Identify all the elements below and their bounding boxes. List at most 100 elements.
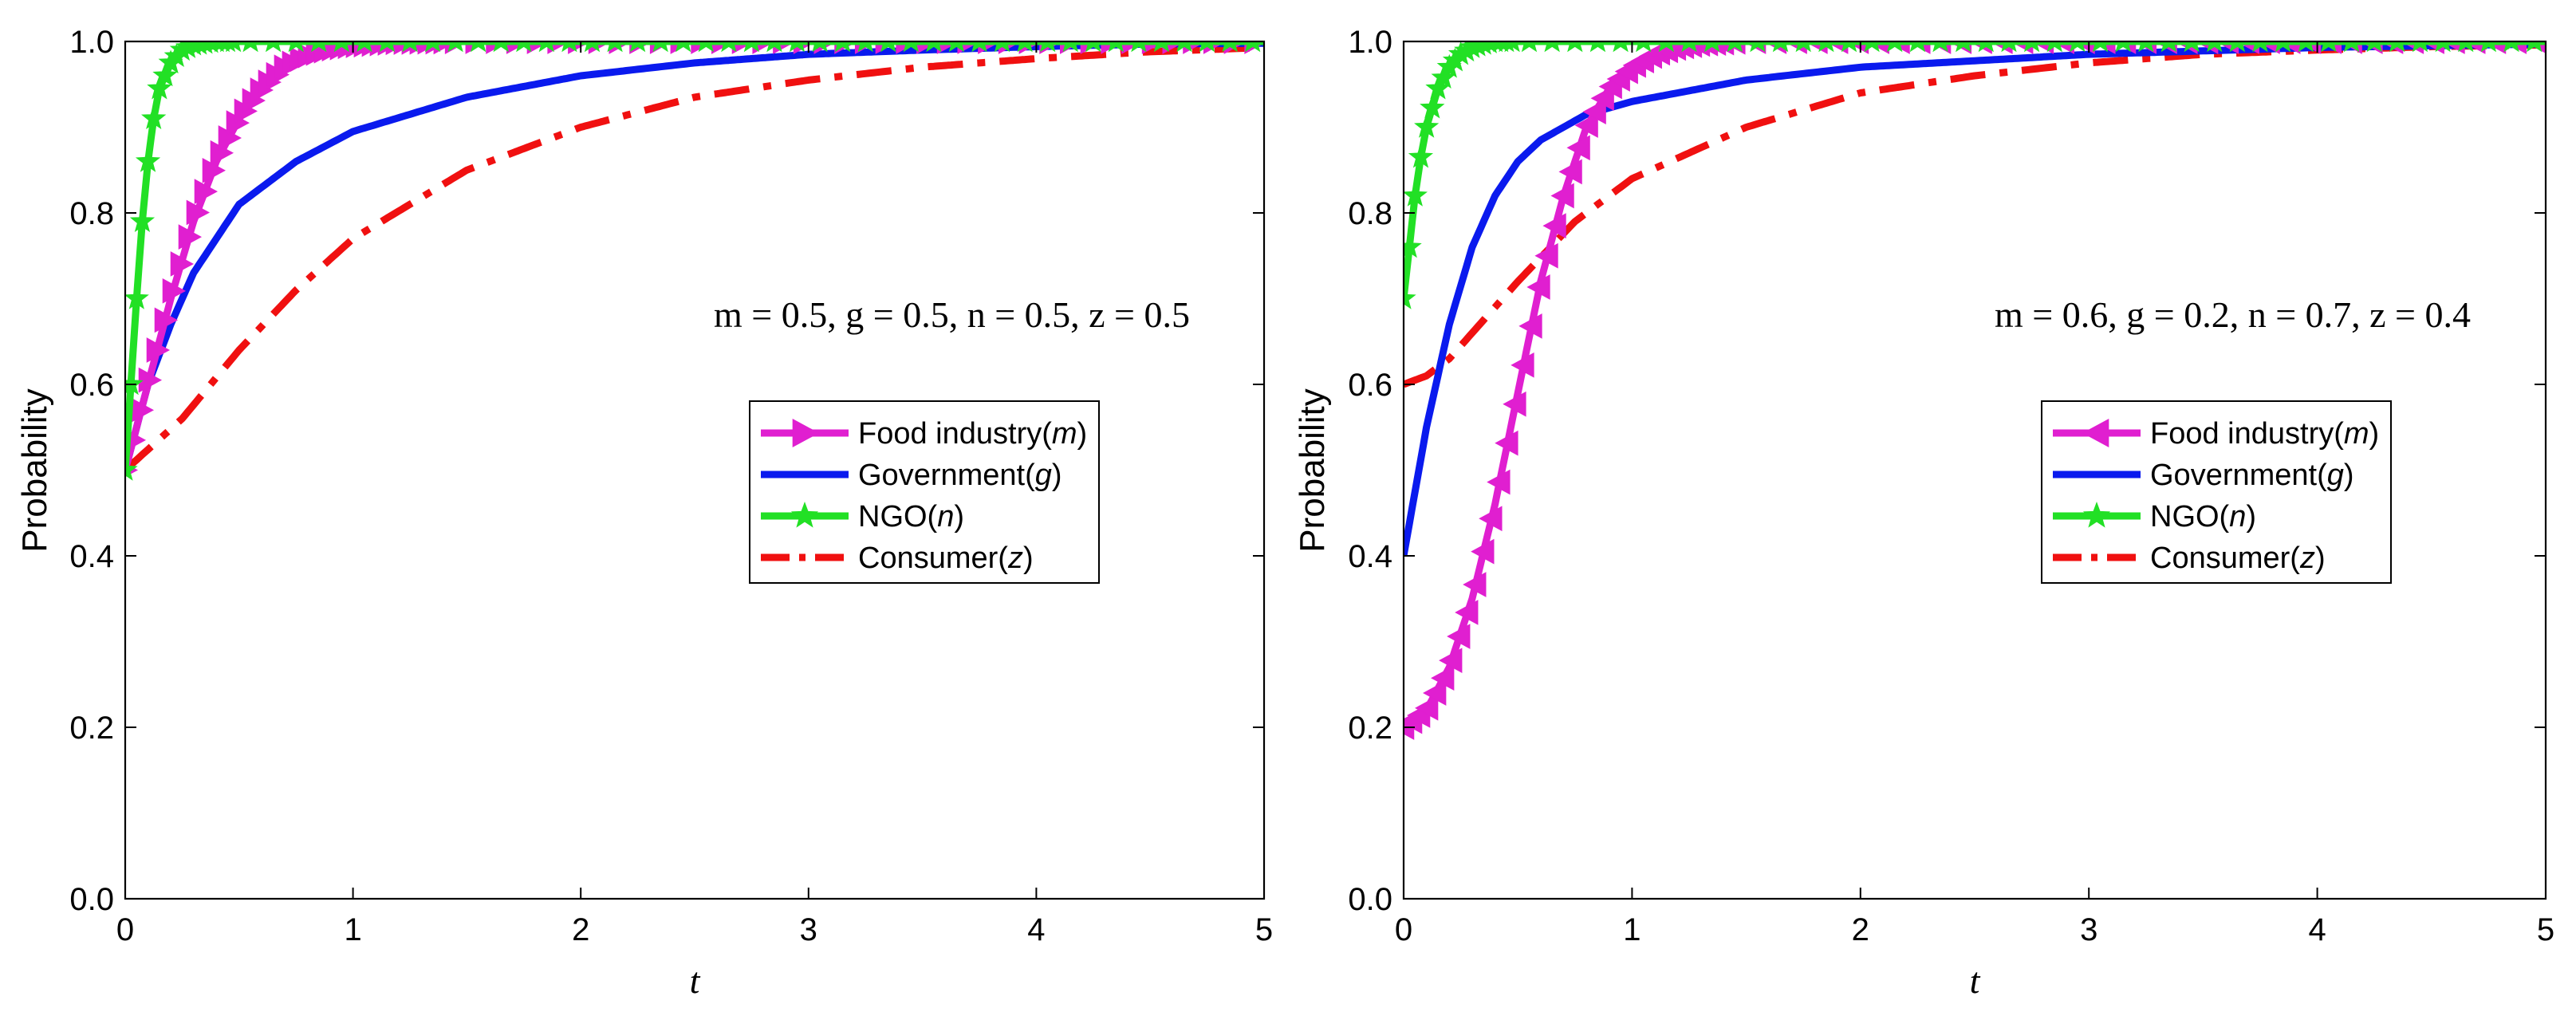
series-marker-left-2-35 <box>584 41 601 53</box>
series-marker-right-2-51 <box>2229 41 2246 53</box>
series-marker-left-0-10 <box>194 179 219 204</box>
legend-label-main-left-3: Consumer( <box>858 541 1008 575</box>
series-marker-left-2-48 <box>880 41 896 53</box>
x-tick-label-right-1: 1 <box>1623 912 1641 947</box>
series-marker-right-2-61 <box>2458 41 2474 53</box>
x-axis-title-right: t <box>1970 960 1981 1001</box>
series-marker-left-2-41 <box>721 41 737 53</box>
series-marker-left-2-1 <box>125 371 144 396</box>
series-marker-left-2-64 <box>1245 41 1261 53</box>
series-marker-right-2-52 <box>2252 41 2268 53</box>
series-marker-right-0-13 <box>1495 430 1518 456</box>
chart-right: 0 1 2 3 4 5 0.0 0.2 0.4 0.6 0.8 1.0 Probability t m… <box>1293 25 2554 1001</box>
y-tick-label-left-2: 0.4 <box>69 539 114 574</box>
series-marker-left-2-6 <box>147 75 172 100</box>
series-marker-left-0-9 <box>186 199 211 226</box>
legend-label-right-3: Consumer(z) <box>2150 541 2326 575</box>
series-marker-right-2-55 <box>2321 41 2337 53</box>
series-marker-right-0-23 <box>1574 112 1598 138</box>
series-marker-left-2-26 <box>379 41 396 53</box>
series-marker-right-0-4 <box>1423 680 1447 706</box>
series-marker-right-0-19 <box>1542 213 1566 238</box>
series-marker-left-0-4 <box>146 337 171 363</box>
series-marker-left-2-58 <box>1108 41 1125 53</box>
series-marker-right-2-23 <box>1589 41 1606 53</box>
series-marker-left-0-5 <box>154 307 179 333</box>
y-tick-label-left-5: 1.0 <box>69 25 114 60</box>
legend-label-end-left-2: ) <box>954 500 964 534</box>
legend-label-var-right-0: m <box>2344 417 2369 451</box>
series-marker-left-2-47 <box>857 41 873 53</box>
series-marker-right-2-36 <box>1887 41 1903 53</box>
series-marker-right-0-18 <box>1534 242 1558 269</box>
series-marker-left-2-51 <box>948 41 965 53</box>
series-marker-right-0-11 <box>1479 506 1503 532</box>
series-marker-right-2-64 <box>2527 41 2543 53</box>
plot-frame-right <box>1402 40 2547 900</box>
series-marker-left-2-53 <box>994 41 1010 53</box>
legend-label-var-right-1: g <box>2327 459 2344 492</box>
series-marker-left-2-19 <box>225 41 242 53</box>
series-marker-left-0-8 <box>178 224 203 250</box>
y-tick-label-right-0: 0.0 <box>1348 882 1392 917</box>
series-marker-left-2-3 <box>129 208 156 233</box>
series-marker-right-0-20 <box>1550 183 1574 209</box>
series-marker-left-2-29 <box>447 41 463 53</box>
series-marker-right-2-34 <box>1841 41 1857 53</box>
series-marker-left-2-0 <box>125 457 138 481</box>
y-tick-label-left-3: 0.6 <box>69 368 114 403</box>
series-marker-left-2-2 <box>125 285 149 309</box>
series-marker-left-2-34 <box>561 41 577 53</box>
series-marker-right-2-41 <box>2001 41 2017 53</box>
series-marker-left-2-24 <box>333 41 349 53</box>
series-marker-left-2-60 <box>1153 41 1170 53</box>
series-marker-left-0-6 <box>162 278 187 304</box>
series-marker-right-2-50 <box>2207 41 2223 53</box>
series-marker-right-2-30 <box>1750 41 1766 53</box>
series-marker-right-2-45 <box>2092 41 2109 53</box>
series-marker-left-2-40 <box>698 41 714 53</box>
series-marker-right-0-8 <box>1455 600 1479 625</box>
series-marker-left-0-3 <box>138 367 163 393</box>
series-marker-right-2-48 <box>2160 41 2177 53</box>
series-marker-left-2-30 <box>471 41 486 53</box>
legend-label-left-3: Consumer(z) <box>858 541 1034 575</box>
series-marker-right-0-7 <box>1447 624 1471 649</box>
series-marker-right-2-46 <box>2115 41 2131 53</box>
y-tick-label-left-4: 0.8 <box>69 196 114 231</box>
series-marker-left-2-61 <box>1176 41 1192 53</box>
ticks-left: 0 1 2 3 4 5 0.0 0.2 0.4 0.6 0.8 1.0 <box>69 25 1273 947</box>
series-marker-right-2-24 <box>1613 41 1629 53</box>
legend-right: Food industry(m)Government(g)NGO(n)Consu… <box>2041 400 2392 584</box>
series-marker-left-2-25 <box>356 41 372 53</box>
series-marker-left-2-49 <box>903 41 919 53</box>
series-marker-right-0-21 <box>1558 159 1582 185</box>
series-marker-right-2-21 <box>1544 41 1560 53</box>
y-axis-title-right: Probability <box>1293 388 1332 552</box>
series-marker-right-2-33 <box>1818 41 1834 53</box>
legend-left: Food industry(m)Government(g)NGO(n)Consu… <box>749 400 1100 584</box>
series-marker-right-0-16 <box>1518 313 1542 339</box>
series-marker-left-2-22 <box>288 41 304 53</box>
series-line-right-3 <box>1404 41 2546 388</box>
series-marker-right-2-27 <box>1681 41 1697 53</box>
legend-label-main-right-1: Government( <box>2150 459 2327 492</box>
legend-label-main-right-2: NGO( <box>2150 500 2230 534</box>
series-left-2 <box>125 41 1264 481</box>
legend-label-main-left-2: NGO( <box>858 500 938 534</box>
series-marker-left-2-33 <box>538 41 555 53</box>
legend-label-main-right-0: Food industry( <box>2150 417 2344 451</box>
series-marker-right-2-26 <box>1658 41 1675 53</box>
series-marker-right-2-19 <box>1504 41 1520 53</box>
series-marker-right-2-44 <box>2070 41 2086 53</box>
x-axis-title-left: t <box>690 960 701 1001</box>
series-marker-right-0-9 <box>1463 572 1487 597</box>
legend-label-end-right-2: ) <box>2246 500 2256 534</box>
series-marker-left-2-56 <box>1062 41 1078 53</box>
x-tick-label-right-5: 5 <box>2537 912 2554 947</box>
y-tick-label-left-0: 0.0 <box>69 882 114 917</box>
series-marker-right-2-1 <box>1404 234 1422 258</box>
series-marker-left-2-42 <box>743 41 760 53</box>
series-marker-right-2-20 <box>1521 41 1538 53</box>
